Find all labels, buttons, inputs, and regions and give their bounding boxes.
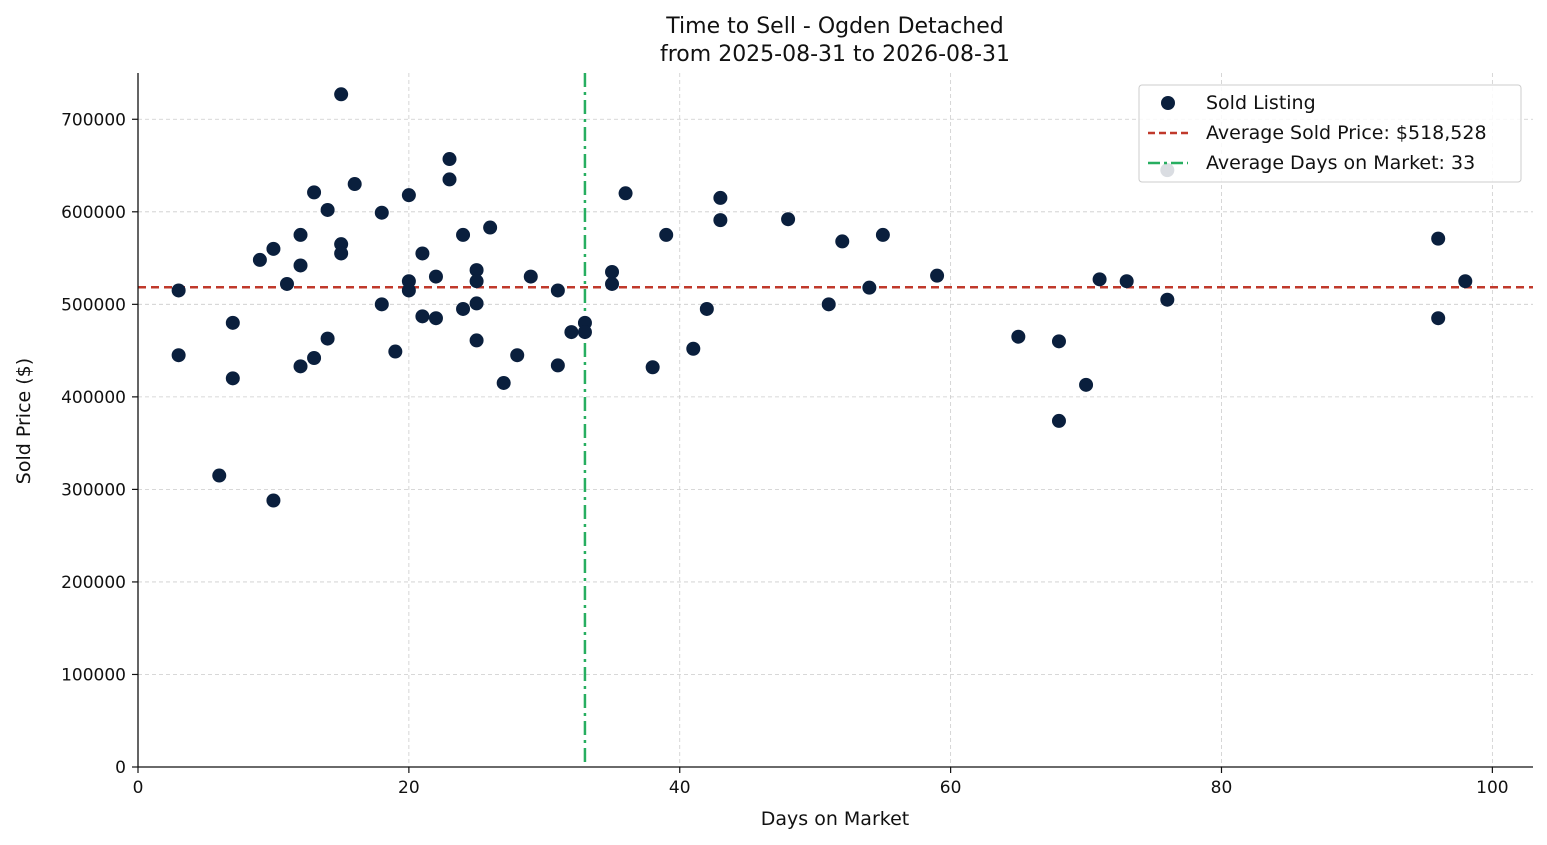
data-point bbox=[456, 301, 471, 316]
data-point bbox=[1431, 231, 1446, 246]
data-point bbox=[618, 186, 633, 201]
data-point bbox=[930, 268, 945, 283]
data-point bbox=[212, 468, 227, 483]
data-point bbox=[320, 202, 335, 217]
data-point bbox=[875, 227, 890, 242]
data-point bbox=[266, 493, 281, 508]
legend-label-average-days: Average Days on Market: 33 bbox=[1206, 152, 1475, 174]
data-point bbox=[699, 301, 714, 316]
data-point bbox=[374, 297, 389, 312]
x-tick-label: 80 bbox=[1211, 778, 1233, 798]
scatter-points bbox=[171, 87, 1473, 508]
data-point bbox=[307, 185, 322, 200]
data-point bbox=[171, 348, 186, 363]
y-tick-label: 100000 bbox=[61, 665, 126, 685]
data-point bbox=[577, 325, 592, 340]
y-tick-label: 0 bbox=[115, 758, 126, 778]
data-point bbox=[550, 283, 565, 298]
data-point bbox=[469, 296, 484, 311]
data-point bbox=[225, 315, 240, 330]
grid bbox=[138, 73, 1533, 767]
data-point bbox=[713, 190, 728, 205]
x-tick-label: 0 bbox=[133, 778, 144, 798]
y-tick-label: 200000 bbox=[61, 573, 126, 593]
data-point bbox=[862, 280, 877, 295]
chart-title-line-2: from 2025-08-31 to 2026-08-31 bbox=[660, 42, 1010, 67]
data-point bbox=[1011, 329, 1026, 344]
data-point bbox=[1119, 274, 1134, 289]
data-point bbox=[713, 213, 728, 228]
legend: Sold Listing Average Sold Price: $518,52… bbox=[1138, 84, 1522, 183]
data-point bbox=[645, 360, 660, 375]
data-point bbox=[415, 309, 430, 324]
tick-labels: 0 20 40 60 80 100 0 100000 200000 300000 400000 500… bbox=[61, 110, 1509, 798]
data-point bbox=[428, 311, 443, 326]
data-point bbox=[334, 246, 349, 261]
data-point bbox=[686, 341, 701, 356]
data-point bbox=[442, 172, 457, 187]
data-point bbox=[347, 177, 362, 192]
legend-label-average-price: Average Sold Price: $518,528 bbox=[1206, 122, 1487, 144]
chart-title-line-1: Time to Sell - Ogden Detached bbox=[665, 14, 1003, 39]
x-tick-label: 100 bbox=[1476, 778, 1508, 798]
reference-lines bbox=[138, 73, 1533, 767]
data-point bbox=[334, 87, 349, 102]
data-point bbox=[374, 205, 389, 220]
legend-marker-sold-listing bbox=[1161, 96, 1175, 110]
y-tick-label: 300000 bbox=[61, 480, 126, 500]
x-tick-label: 60 bbox=[940, 778, 962, 798]
data-point bbox=[659, 227, 674, 242]
y-tick-label: 400000 bbox=[61, 388, 126, 408]
data-point bbox=[564, 325, 579, 340]
data-point bbox=[456, 227, 471, 242]
data-point bbox=[835, 234, 850, 249]
data-point bbox=[469, 263, 484, 278]
data-point bbox=[469, 333, 484, 348]
y-axis-label: Sold Price ($) bbox=[13, 358, 35, 484]
legend-label-sold-listing: Sold Listing bbox=[1206, 92, 1316, 114]
x-axis-label: Days on Market bbox=[761, 808, 909, 830]
data-point bbox=[442, 152, 457, 167]
data-point bbox=[1160, 292, 1175, 307]
data-point bbox=[225, 371, 240, 386]
data-point bbox=[1051, 334, 1066, 349]
data-point bbox=[523, 269, 538, 284]
data-point bbox=[307, 351, 322, 366]
data-point bbox=[415, 246, 430, 261]
data-point bbox=[605, 276, 620, 291]
y-tick-label: 700000 bbox=[61, 110, 126, 130]
data-point bbox=[401, 283, 416, 298]
data-point bbox=[171, 283, 186, 298]
data-point bbox=[1051, 413, 1066, 428]
data-point bbox=[320, 331, 335, 346]
data-point bbox=[252, 252, 267, 267]
data-point bbox=[781, 212, 796, 227]
data-point bbox=[1092, 272, 1107, 287]
data-point bbox=[388, 344, 403, 359]
axes bbox=[132, 73, 1533, 773]
data-point bbox=[510, 348, 525, 363]
data-point bbox=[1458, 274, 1473, 289]
y-tick-label: 600000 bbox=[61, 203, 126, 223]
data-point bbox=[605, 264, 620, 279]
data-point bbox=[266, 241, 281, 256]
data-point bbox=[293, 258, 308, 273]
data-point bbox=[550, 358, 565, 373]
data-point bbox=[1079, 377, 1094, 392]
data-point bbox=[496, 375, 511, 390]
data-point bbox=[401, 188, 416, 203]
data-point bbox=[293, 359, 308, 374]
data-point bbox=[428, 269, 443, 284]
data-point bbox=[469, 274, 484, 289]
data-point bbox=[483, 220, 498, 235]
data-point bbox=[293, 227, 308, 242]
y-tick-label: 500000 bbox=[61, 295, 126, 315]
x-tick-label: 40 bbox=[669, 778, 691, 798]
data-point bbox=[1431, 311, 1446, 326]
x-tick-label: 20 bbox=[398, 778, 420, 798]
data-point bbox=[821, 297, 836, 312]
data-point bbox=[279, 276, 294, 291]
legend-box bbox=[1138, 84, 1522, 183]
